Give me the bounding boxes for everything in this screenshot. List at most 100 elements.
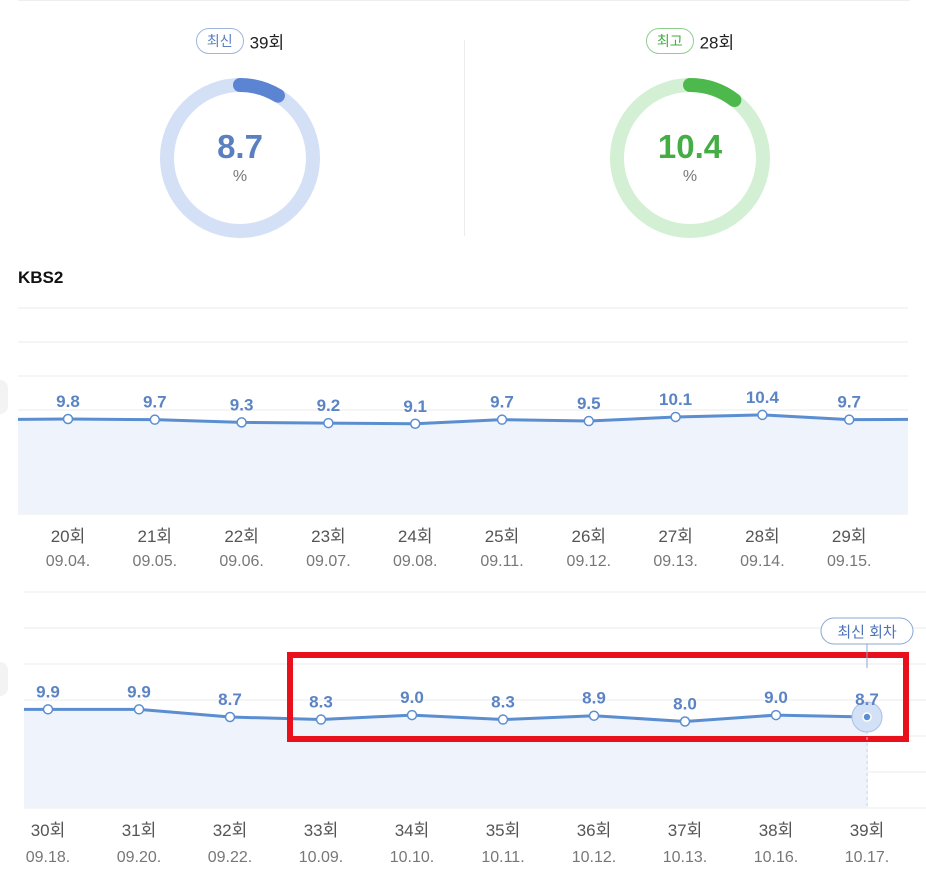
data-label: 8.3: [491, 693, 515, 712]
tick-label-date: 09.15.: [827, 553, 871, 570]
tick-label-date: 09.13.: [653, 553, 697, 570]
series-area: [24, 709, 868, 808]
data-label: 9.3: [230, 395, 254, 414]
tick-label-date: 09.07.: [306, 553, 350, 570]
tick-label-date: 09.11.: [480, 553, 523, 570]
data-label: 9.0: [400, 688, 424, 707]
channel-name: KBS2: [18, 268, 64, 287]
data-point[interactable]: [757, 409, 768, 421]
tick-label-date: 10.10.: [390, 849, 434, 866]
data-label: 8.7: [218, 690, 242, 709]
chart-prev-arrow-lower[interactable]: [0, 662, 8, 696]
highest-rating-ring: [610, 78, 770, 238]
data-point[interactable]: [588, 710, 600, 721]
data-point[interactable]: [236, 417, 247, 428]
tick-label-episode: 21회: [138, 527, 173, 546]
latest-rating-card: 최신 39회 8.7 %: [90, 28, 390, 243]
latest-episode: 39회: [249, 33, 285, 53]
data-point[interactable]: [409, 418, 421, 430]
tick-label-episode: 31회: [122, 821, 157, 840]
data-label: 8.3: [309, 693, 333, 712]
latest-tooltip-pill: [820, 617, 914, 645]
data-label: 9.9: [36, 682, 60, 701]
tick-label-episode: 29회: [832, 527, 867, 546]
data-point[interactable]: [149, 414, 161, 425]
summary-divider: [464, 40, 465, 236]
latest-rating-value: 8.7: [217, 128, 263, 165]
tick-label-episode: 34회: [395, 821, 430, 840]
data-label: 8.7: [855, 690, 879, 709]
highest-rating-header: 최고 28회: [540, 28, 840, 54]
highlight-box: [287, 652, 909, 742]
tick-label-episode: 20회: [51, 527, 86, 546]
data-label: 9.5: [577, 394, 601, 413]
latest-rating-ring: [160, 78, 320, 238]
tick-label-episode: 22회: [224, 527, 259, 546]
tick-label-date: 09.05.: [133, 553, 177, 570]
tick-label-episode: 37회: [668, 821, 703, 840]
latest-rating-header: 최신 39회: [90, 28, 390, 54]
tick-label-episode: 26회: [572, 527, 607, 546]
data-point[interactable]: [323, 417, 334, 429]
tick-label-date: 09.22.: [208, 849, 252, 866]
data-point[interactable]: [224, 711, 236, 723]
data-point[interactable]: [42, 704, 54, 715]
data-point[interactable]: [406, 709, 418, 721]
data-point[interactable]: [843, 414, 855, 425]
tick-label-episode: 33회: [304, 821, 339, 840]
data-label: 9.0: [764, 688, 788, 707]
data-label: 9.7: [143, 393, 167, 412]
data-point[interactable]: [679, 716, 691, 727]
tick-label-date: 10.09.: [299, 849, 343, 866]
data-point[interactable]: [583, 415, 595, 427]
latest-badge: 최신: [195, 28, 244, 54]
chart-prev-arrow[interactable]: [0, 380, 8, 414]
data-point[interactable]: [862, 712, 872, 722]
data-point[interactable]: [315, 714, 327, 725]
data-label: 9.1: [403, 397, 427, 416]
ring-progress-arc: [160, 78, 320, 238]
highest-rating-unit: %: [682, 168, 698, 185]
tick-label-episode: 30회: [31, 821, 66, 840]
data-label: 9.2: [317, 396, 341, 415]
data-point[interactable]: [670, 411, 681, 423]
tick-label-date: 09.20.: [117, 849, 161, 866]
tick-label-episode: 35회: [486, 821, 521, 840]
tick-label-episode: 38회: [759, 821, 794, 840]
tick-label-episode: 28회: [745, 527, 780, 546]
top-border: [18, 0, 910, 1]
series-area: [18, 414, 908, 514]
ratings-chart-episodes-30-39: 최신 회차 9.9 30회 09.18. 9.9 31회 09.20. 8.7 32회 09.22…: [24, 591, 926, 866]
highest-episode: 28회: [699, 33, 735, 53]
data-label: 9.8: [56, 392, 80, 411]
data-label: 9.9: [127, 682, 151, 701]
data-point[interactable]: [133, 704, 145, 715]
tick-label-episode: 25회: [485, 527, 520, 546]
series-line: [17, 413, 909, 426]
tick-label-episode: 27회: [658, 527, 693, 546]
tick-label-date: 10.13.: [663, 849, 707, 866]
tick-label-episode: 24회: [398, 527, 433, 546]
highest-rating-card: 최고 28회 10.4 %: [540, 28, 840, 243]
data-point[interactable]: [496, 414, 508, 425]
tick-label-date: 09.18.: [26, 849, 70, 866]
data-label: 8.9: [582, 689, 606, 708]
tick-label-episode: 32회: [213, 821, 248, 840]
tick-label-date: 10.12.: [572, 849, 616, 866]
latest-rating-unit: %: [232, 168, 248, 185]
series-line: [24, 707, 869, 723]
data-point[interactable]: [62, 413, 74, 425]
data-label: 9.7: [490, 393, 514, 412]
tick-label-date: 10.16.: [754, 849, 798, 866]
tick-label-date: 09.14.: [740, 553, 784, 570]
data-point[interactable]: [497, 714, 509, 725]
tick-label-date: 09.04.: [46, 553, 90, 570]
tick-label-date: 10.17.: [845, 849, 889, 866]
tick-label-episode: 23회: [311, 527, 346, 546]
tick-label-date: 09.06.: [219, 553, 263, 570]
data-label: 10.1: [659, 390, 692, 409]
data-point[interactable]: [770, 709, 782, 721]
tick-label-episode: 36회: [577, 821, 612, 840]
tick-label-date: 09.12.: [567, 553, 611, 570]
data-label: 8.0: [673, 694, 697, 713]
